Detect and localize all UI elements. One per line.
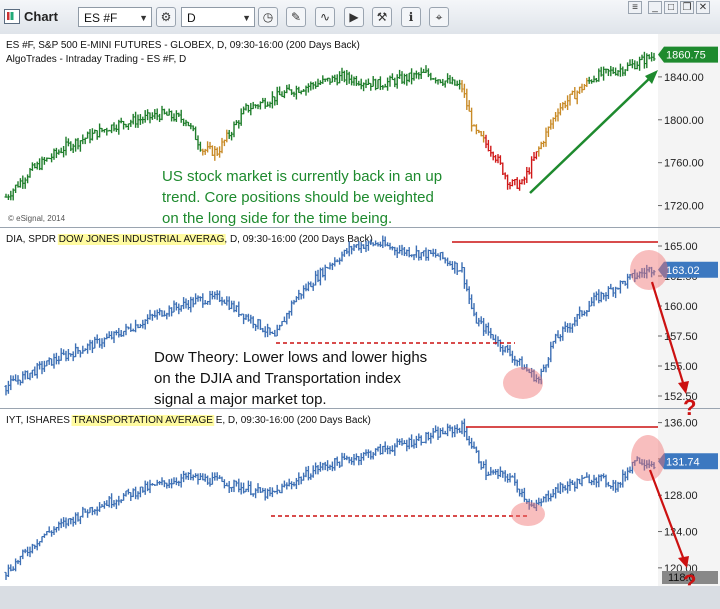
down-arrow-head	[678, 556, 689, 568]
annotation-text: on the DJIA and Transportation index	[154, 370, 401, 387]
highlight-circle	[503, 367, 543, 399]
last-price-label: 131.74	[666, 456, 700, 468]
highlight-circle	[631, 435, 665, 481]
annotation-text: US stock market is currently back in an …	[162, 168, 442, 185]
interval-value: D	[187, 11, 196, 25]
title-part: , D, 09:30-16:00 (200 Days Back)	[224, 234, 372, 245]
chart-svg: 1720.00 1760.00 1800.00 1840.00 ES #F, S&P 5…	[0, 34, 720, 609]
last-price-tag	[658, 46, 718, 63]
trend-arrow-line	[529, 75, 653, 194]
minimize-icon[interactable]: _	[648, 1, 662, 14]
y-tick-label: 1760.00	[664, 158, 704, 170]
wave-icon[interactable]: ∿	[315, 7, 335, 27]
y-tick-label: 157.50	[664, 331, 698, 343]
interval-dropdown[interactable]: D ▼	[181, 7, 255, 27]
highlighted-title-part: TRANSPORTATION AVERAGE	[73, 415, 214, 426]
title-part: DIA, SPDR	[6, 234, 59, 245]
title-part: IYT, ISHARES	[6, 415, 73, 426]
restore-icon[interactable]: ❐	[680, 1, 694, 14]
tools-icon[interactable]: ⚒	[372, 7, 392, 27]
title-highlight	[57, 234, 226, 245]
annotation-text: signal a major market top.	[154, 391, 327, 408]
down-arrow-head	[678, 381, 689, 394]
bottom-price-tag	[662, 571, 718, 584]
y-tick-label: 136.00	[664, 418, 698, 430]
info-icon[interactable]: ℹ	[401, 7, 421, 27]
down-arrow-line	[648, 469, 686, 561]
trend-arrow-head	[645, 70, 658, 84]
chevron-down-icon: ▼	[242, 13, 251, 23]
symbol-dropdown[interactable]: ES #F ▼	[78, 7, 152, 27]
title-part: E, D, 09:30-16:00 (200 Days Back)	[213, 415, 371, 426]
watermark: © eSignal, 2014	[8, 214, 66, 223]
highlight-circle	[630, 250, 668, 290]
last-price-tag	[658, 261, 718, 278]
last-price-label: 1860.75	[666, 50, 706, 62]
highlight-circle	[511, 502, 545, 526]
chevron-down-icon: ▼	[139, 13, 148, 23]
y-tick-label: 160.00	[664, 301, 698, 313]
clock-icon[interactable]: ◷	[258, 7, 278, 27]
annotation-text: Dow Theory: Lower lows and lower highs	[154, 349, 427, 366]
annotation-text: on the long side for the time being.	[162, 210, 392, 227]
close-icon[interactable]: ✕	[696, 1, 710, 14]
last-price-tag	[658, 453, 718, 470]
maximize-icon[interactable]: □	[664, 1, 678, 14]
symbol-value: ES #F	[84, 11, 118, 25]
pane-subtitle: AlgoTrades - Intraday Trading - ES #F, D	[6, 54, 186, 65]
y-tick-label: 1800.00	[664, 115, 704, 127]
down-arrow-line	[650, 281, 686, 387]
question-mark: ?	[683, 395, 696, 420]
gear-icon[interactable]: ⚙	[156, 7, 176, 27]
pane-title: IYT, ISHARES TRANSPORTATION AVERAGE E, D…	[6, 415, 371, 426]
window-title: Chart	[24, 9, 58, 24]
y-tick-label: 1840.00	[664, 72, 704, 84]
pane-title: ES #F, S&P 500 E-MINI FUTURES - GLOBEX, …	[6, 40, 360, 51]
y-tick-label: 165.00	[664, 241, 698, 253]
highlighted-title-part: DOW JONES INDUSTRIAL AVERAG	[59, 234, 225, 245]
last-price-label: 163.02	[666, 265, 700, 277]
y-tick-label: 155.00	[664, 361, 698, 373]
y-tick-label: 1720.00	[664, 201, 704, 213]
annotation-text: trend. Core positions should be weighted	[162, 189, 434, 206]
y-tick-label: 124.00	[664, 527, 698, 539]
status-bar	[0, 586, 720, 609]
pane-title: DIA, SPDR DOW JONES INDUSTRIAL AVERAG, D…	[6, 234, 373, 245]
y-tick-label: 152.50	[664, 391, 698, 403]
y-tick-label: 128.00	[664, 490, 698, 502]
pencil-icon[interactable]: ✎	[286, 7, 306, 27]
title-highlight	[71, 415, 215, 426]
cursor-icon[interactable]: ⌖	[429, 7, 449, 27]
play-icon[interactable]: ▶	[344, 7, 364, 27]
chart-app-icon	[4, 9, 20, 24]
title-bar: Chart ES #F ▼ ⚙ D ▼ ◷ ✎ ∿ ▶ ⚒ ℹ ⌖ ≡ _ □ …	[0, 0, 720, 35]
menu-icon[interactable]: ≡	[628, 1, 642, 14]
bottom-price-label: 118.0	[668, 572, 695, 584]
